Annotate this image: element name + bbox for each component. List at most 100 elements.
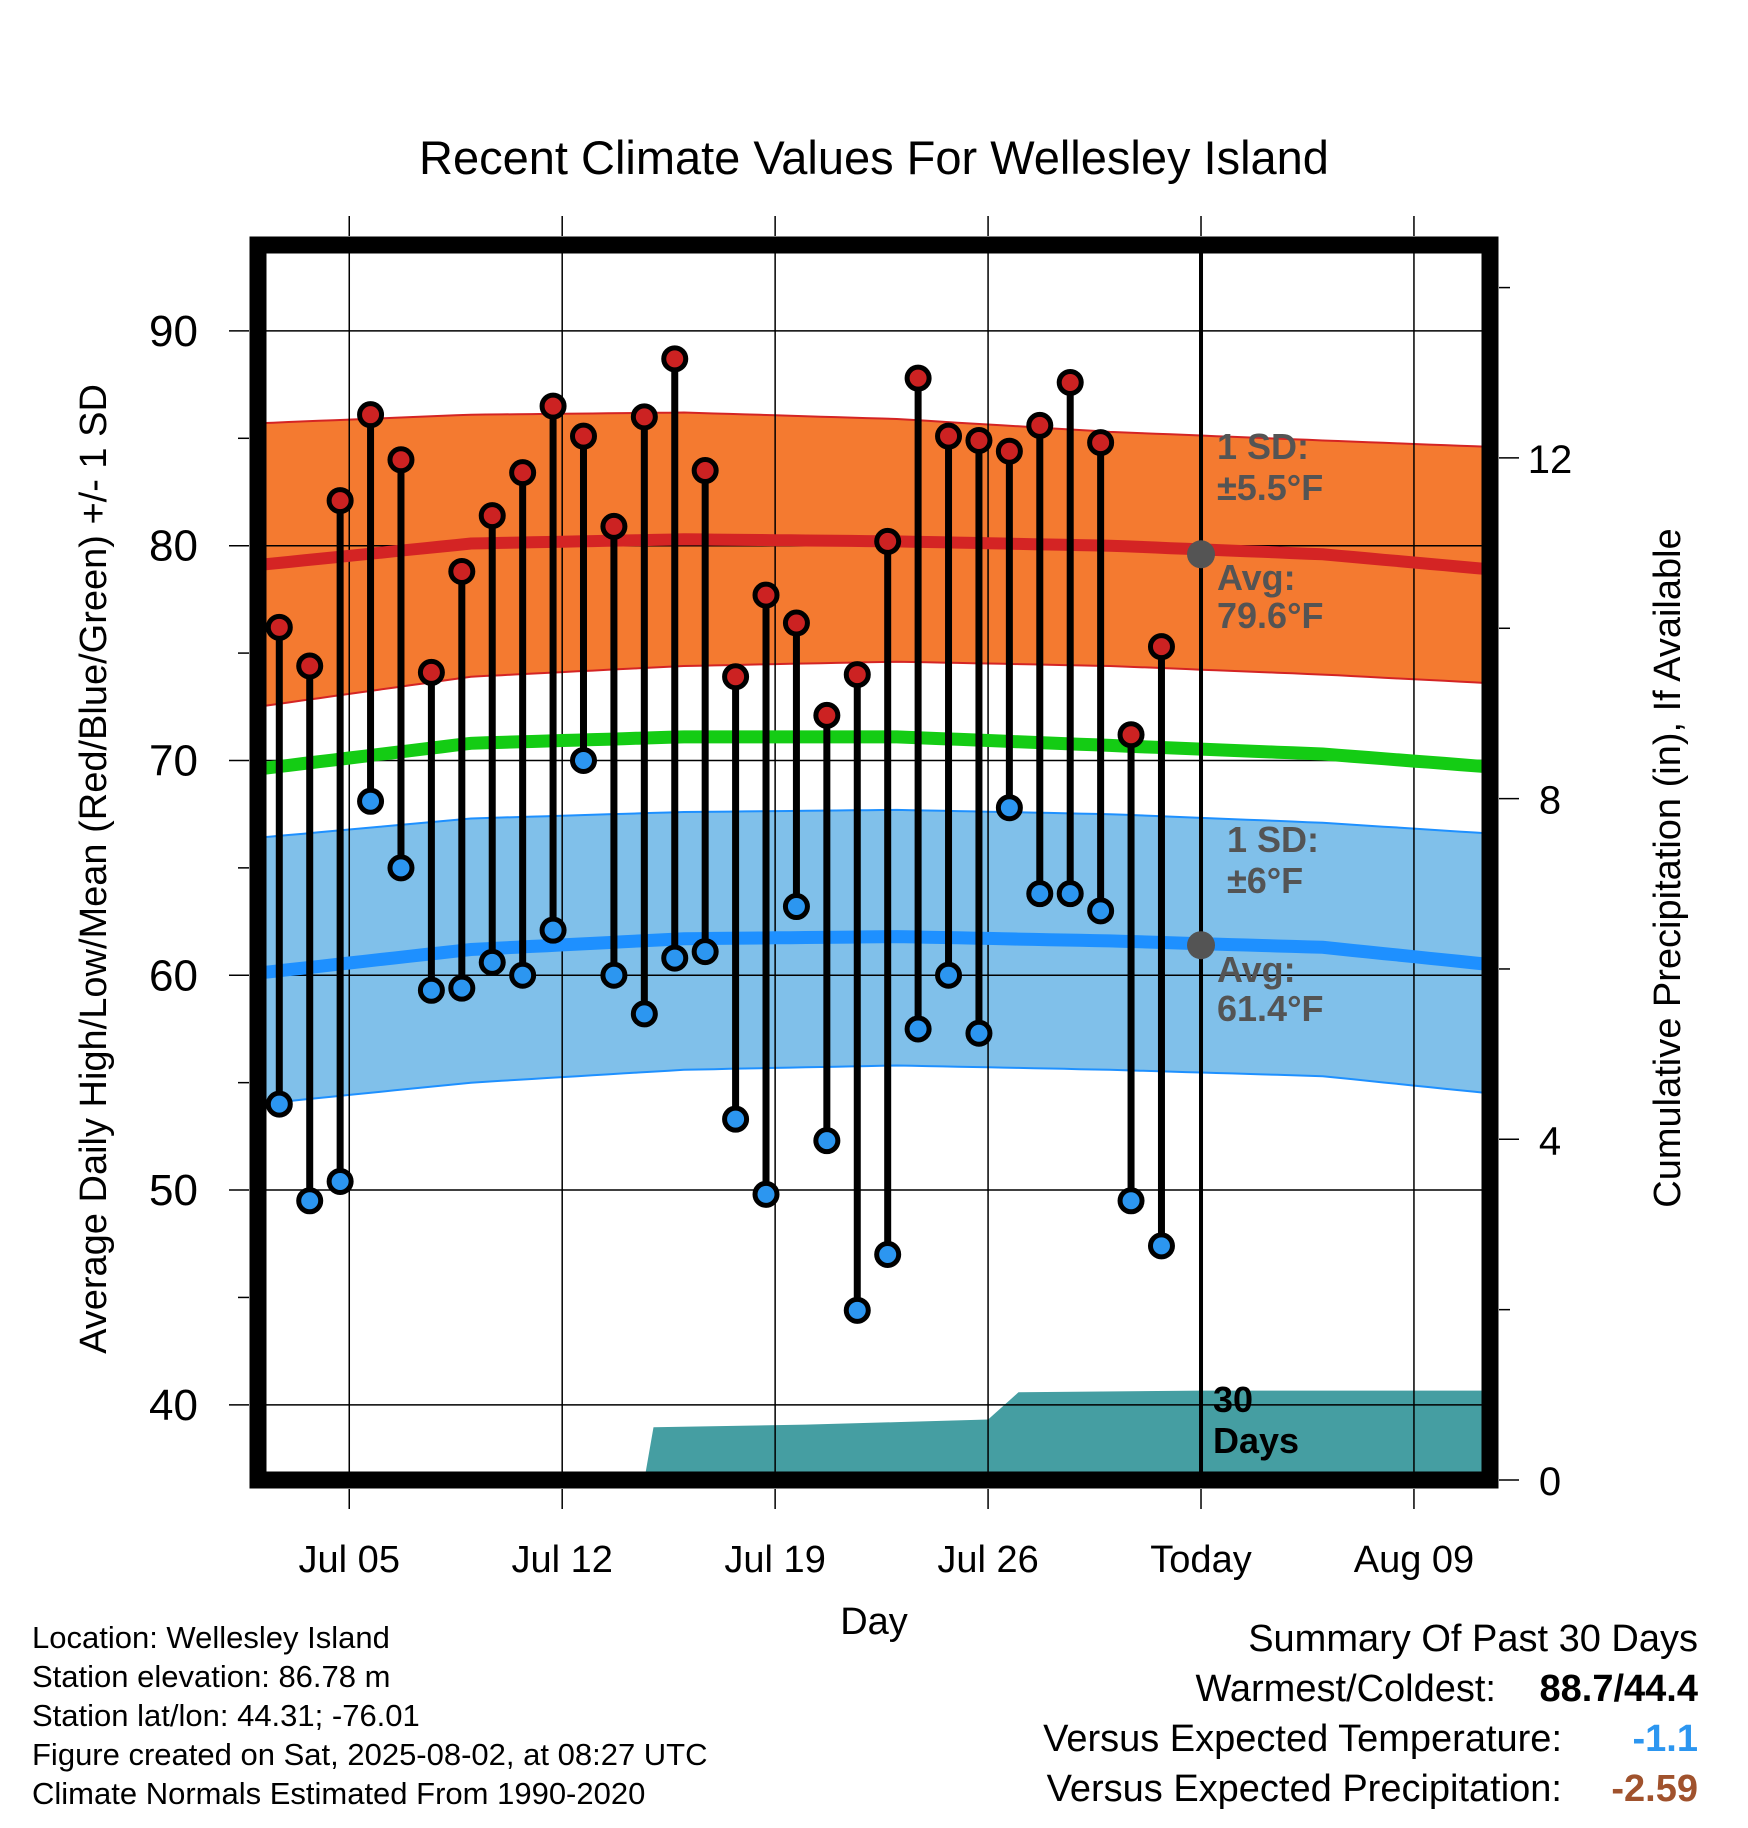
precip-departure-value: -2.59: [1611, 1768, 1698, 1810]
daily-low-point: [661, 944, 689, 972]
today-high-avg-marker: [1187, 540, 1216, 569]
daily-low-point: [843, 1296, 871, 1324]
daily-high-point: [722, 663, 750, 691]
daily-high-point: [600, 512, 628, 540]
daily-low-point: [1026, 880, 1054, 908]
warm-cold-row: Warmest/Coldest: 88.7/44.4: [1043, 1664, 1698, 1714]
location-text: Location: Wellesley Island: [32, 1620, 390, 1655]
precip-departure-label: Versus Expected Precipitation:: [1046, 1768, 1562, 1810]
temp-departure-label: Versus Expected Temperature:: [1043, 1718, 1562, 1760]
y-tick-label-left: 70: [149, 736, 198, 785]
daily-low-point: [935, 961, 963, 989]
daily-low-point: [296, 1187, 324, 1215]
daily-high-point: [417, 658, 445, 686]
y-tick-label-left: 50: [149, 1166, 198, 1215]
mean-normal-line: [257, 730, 1491, 776]
daily-high-point: [630, 403, 658, 431]
y-tick-label-right: 8: [1539, 779, 1561, 823]
daily-high-point: [813, 701, 841, 729]
daily-low-point: [995, 794, 1023, 822]
y-axis-label-right: Cumulative Precipitation (in), If Availa…: [1647, 528, 1689, 1207]
y-tick-label-left: 40: [149, 1381, 198, 1430]
summary-panel: Summary Of Past 30 Days Warmest/Coldest:…: [1043, 1614, 1698, 1814]
normals-text: Climate Normals Estimated From 1990-2020: [32, 1776, 646, 1811]
latlon-text: Station lat/lon: 44.31; -76.01: [32, 1698, 420, 1733]
high-sd-upper-edge: [257, 411, 1491, 448]
plot-frame: [249, 236, 1499, 1489]
daily-high-point: [904, 364, 932, 392]
daily-high-point: [357, 401, 385, 429]
daily-low-point: [782, 893, 810, 921]
daily-high-point: [752, 581, 780, 609]
y-axis-label-left: Average Daily High/Low/Mean (Red/Blue/Gr…: [73, 384, 115, 1354]
daily-low-point: [509, 961, 537, 989]
daily-low-point: [357, 787, 385, 815]
daily-high-point: [782, 609, 810, 637]
daily-high-point: [995, 437, 1023, 465]
summary-title: Summary Of Past 30 Days: [1248, 1618, 1698, 1660]
daily-low-point: [965, 1019, 993, 1047]
x-tick-label: Jul 12: [511, 1539, 612, 1581]
created-text: Figure created on Sat, 2025-08-02, at 08…: [32, 1737, 708, 1772]
x-axis-label: Day: [840, 1601, 908, 1643]
low-sd-value: ±6°F: [1227, 860, 1303, 901]
x-tick-label: Jul 19: [724, 1539, 825, 1581]
daily-high-point: [569, 422, 597, 450]
x-tick-label: Jul 05: [299, 1539, 400, 1581]
daily-low-point: [1147, 1232, 1175, 1260]
high-normal-line: [257, 533, 1491, 576]
chart-title: Recent Climate Values For Wellesley Isla…: [419, 131, 1329, 184]
daily-low-point: [752, 1180, 780, 1208]
daily-high-point: [1026, 411, 1054, 439]
daily-high-point: [691, 457, 719, 485]
daily-high-point: [661, 345, 689, 373]
daily-low-point: [417, 976, 445, 1004]
precip-area: [644, 1390, 1490, 1480]
y-tick-label-left: 80: [149, 522, 198, 571]
daily-low-point: [265, 1090, 293, 1118]
daily-low-point: [630, 1000, 658, 1028]
daily-low-point: [569, 746, 597, 774]
warm-cold-value: 88.7/44.4: [1539, 1668, 1698, 1710]
daily-high-point: [843, 661, 871, 689]
x-tick-label: Today: [1150, 1539, 1251, 1581]
y-tick-label-right: 4: [1539, 1119, 1561, 1163]
daily-low-point: [722, 1105, 750, 1133]
window-number-label: 30: [1213, 1379, 1253, 1420]
high-sd-band: [258, 412, 1490, 707]
low-sd-lower-edge: [257, 1064, 1491, 1106]
daily-low-point: [691, 938, 719, 966]
daily-high-point: [1087, 429, 1115, 457]
daily-low-point: [1087, 897, 1115, 925]
daily-low-point: [478, 948, 506, 976]
daily-high-point: [265, 613, 293, 641]
daily-high-point: [1056, 368, 1084, 396]
daily-low-point: [448, 974, 476, 1002]
daily-low-point: [387, 854, 415, 882]
today-low-avg-marker: [1187, 931, 1216, 960]
daily-high-point: [874, 527, 902, 555]
precip-departure-row: Versus Expected Precipitation: -2.59: [1043, 1764, 1698, 1814]
daily-low-point: [813, 1127, 841, 1155]
daily-high-point: [935, 422, 963, 450]
daily-high-point: [448, 557, 476, 585]
y-tick-label-left: 60: [149, 951, 198, 1000]
low-avg-value: 61.4°F: [1217, 988, 1323, 1029]
temp-departure-value: -1.1: [1632, 1718, 1698, 1760]
high-avg-value: 79.6°F: [1217, 595, 1323, 636]
low-sd-label: 1 SD:: [1227, 819, 1319, 860]
elevation-text: Station elevation: 86.78 m: [32, 1659, 391, 1694]
high-sd-value: ±5.5°F: [1217, 467, 1323, 508]
daily-low-point: [874, 1240, 902, 1268]
daily-high-point: [387, 446, 415, 474]
daily-high-point: [478, 502, 506, 530]
daily-high-point: [1117, 721, 1145, 749]
daily-low-point: [1117, 1187, 1145, 1215]
low-sd-band: [258, 809, 1490, 1105]
station-info: Location: Wellesley Island Station eleva…: [32, 1618, 708, 1813]
daily-low-point: [539, 916, 567, 944]
y-tick-label-right: 12: [1528, 438, 1573, 482]
warm-cold-label: Warmest/Coldest:: [1195, 1668, 1496, 1710]
x-tick-label: Jul 26: [937, 1539, 1038, 1581]
